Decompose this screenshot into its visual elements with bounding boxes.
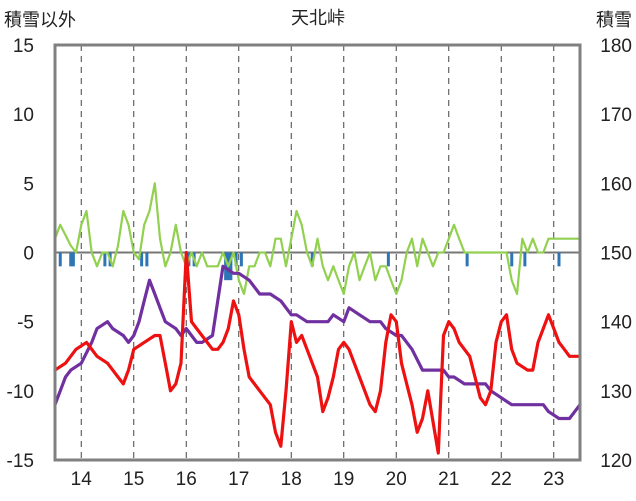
x-tick-14: 14	[71, 469, 93, 490]
y-left-tick-0: 15	[13, 36, 34, 57]
precip-bar-6	[145, 252, 149, 267]
precip-bar-3	[103, 252, 107, 267]
y-left-tick-2: 5	[23, 174, 34, 195]
y-right-tick-6: 120	[600, 451, 632, 472]
y-left-tick-5: -10	[7, 382, 34, 403]
x-tick-20: 20	[386, 469, 407, 490]
chart-title: 天北峠	[291, 8, 345, 29]
series-lines	[53, 182, 582, 455]
precip-bar-11	[229, 252, 233, 281]
y-right-tick-3: 150	[600, 244, 632, 265]
y-right-tick-2: 160	[600, 174, 632, 195]
y-left-axis-label: 積雪以外	[4, 10, 76, 31]
grid-lines	[80, 45, 555, 460]
y-left-tick-3: 0	[23, 244, 34, 265]
y-right-tick-4: 140	[600, 313, 632, 334]
plot-frame	[53, 43, 582, 462]
x-tick-16: 16	[176, 469, 197, 490]
precip-bar-16	[465, 252, 469, 267]
precip-bar-5	[140, 252, 144, 267]
x-tick-19: 19	[333, 469, 354, 490]
precip-bar-0	[58, 252, 62, 267]
x-tick-23: 23	[543, 469, 564, 490]
y-right-axis-label: 積雪	[596, 10, 632, 31]
precip-bar-14	[310, 252, 314, 267]
x-tick-22: 22	[491, 469, 512, 490]
y-left-tick-4: -5	[17, 313, 34, 334]
y-left-ticks: 15 10 5 0 -5 -10 -15	[7, 36, 34, 472]
y-right-tick-1: 170	[600, 105, 632, 126]
snow_depth-line	[53, 264, 582, 421]
x-tick-18: 18	[281, 469, 302, 490]
x-tick-17: 17	[228, 469, 249, 490]
wind-line	[53, 182, 582, 296]
y-right-tick-5: 130	[600, 382, 632, 403]
precip-bar-15	[386, 252, 390, 267]
y-left-tick-6: -15	[7, 451, 34, 472]
precip-bar-2	[71, 252, 75, 267]
x-tick-15: 15	[123, 469, 144, 490]
precip-bar-17	[510, 252, 514, 267]
y-right-ticks: 180 170 160 150 140 130 120	[600, 36, 632, 472]
precip-bar-19	[557, 252, 561, 267]
temperature-line	[53, 250, 582, 455]
precip-bar-18	[523, 252, 527, 267]
precip-bar-1	[69, 252, 73, 267]
y-left-tick-1: 10	[13, 105, 34, 126]
x-tick-21: 21	[438, 469, 459, 490]
precip-bar-13	[239, 252, 243, 267]
x-ticks: 14 15 16 17 18 19 20 21 22 23	[71, 469, 565, 490]
precip-bar-12	[234, 252, 238, 267]
y-right-tick-0: 180	[600, 36, 632, 57]
